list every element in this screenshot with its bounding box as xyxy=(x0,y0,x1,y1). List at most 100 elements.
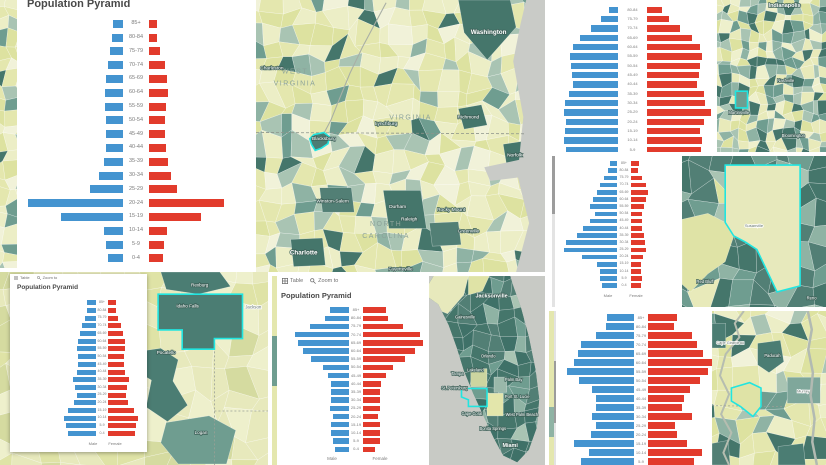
female-bar[interactable] xyxy=(631,233,644,238)
female-bar[interactable] xyxy=(363,315,388,322)
male-bar[interactable] xyxy=(578,350,634,357)
table-button[interactable]: Table xyxy=(282,278,303,284)
male-bar[interactable] xyxy=(75,384,96,390)
female-bar[interactable] xyxy=(108,323,121,329)
female-bar[interactable] xyxy=(108,377,129,383)
male-bar[interactable] xyxy=(104,226,123,235)
female-bar[interactable] xyxy=(149,226,167,235)
county-region[interactable] xyxy=(470,368,488,387)
male-bar[interactable] xyxy=(591,431,634,438)
female-bar[interactable] xyxy=(149,47,160,56)
county-region[interactable] xyxy=(757,340,785,373)
male-bar[interactable] xyxy=(106,75,123,84)
scrollbar-thumb[interactable] xyxy=(554,361,556,423)
male-bar[interactable] xyxy=(90,185,123,194)
male-bar[interactable] xyxy=(564,247,617,253)
male-bar[interactable] xyxy=(77,369,96,375)
female-bar[interactable] xyxy=(631,182,646,188)
male-bar[interactable] xyxy=(581,458,634,465)
county-region[interactable] xyxy=(493,376,507,393)
female-bar[interactable] xyxy=(631,225,642,231)
male-bar[interactable] xyxy=(592,386,634,393)
male-bar[interactable] xyxy=(330,307,349,313)
female-bar[interactable] xyxy=(647,15,669,23)
male-bar[interactable] xyxy=(80,331,96,337)
male-bar[interactable] xyxy=(566,146,618,152)
male-bar[interactable] xyxy=(569,90,618,97)
male-bar[interactable] xyxy=(567,368,634,375)
female-bar[interactable] xyxy=(631,240,645,245)
female-bar[interactable] xyxy=(108,300,116,306)
female-bar[interactable] xyxy=(363,421,380,428)
county-region[interactable] xyxy=(160,272,231,295)
male-bar[interactable] xyxy=(608,168,617,174)
female-bar[interactable] xyxy=(108,407,134,413)
male-bar[interactable] xyxy=(570,53,618,60)
female-bar[interactable] xyxy=(363,348,415,354)
male-bar[interactable] xyxy=(61,213,123,222)
female-bar[interactable] xyxy=(647,71,699,79)
female-bar[interactable] xyxy=(363,307,386,313)
female-bar[interactable] xyxy=(363,356,405,362)
county-region[interactable] xyxy=(429,276,469,315)
male-bar[interactable] xyxy=(610,161,617,166)
female-bar[interactable] xyxy=(108,308,116,314)
female-bar[interactable] xyxy=(149,61,165,70)
male-bar[interactable] xyxy=(582,254,617,260)
scrollbar[interactable] xyxy=(552,156,555,307)
female-bar[interactable] xyxy=(647,43,700,51)
female-bar[interactable] xyxy=(648,422,675,429)
male-bar[interactable] xyxy=(574,440,634,447)
male-bar[interactable] xyxy=(82,323,96,329)
male-bar[interactable] xyxy=(591,25,618,32)
male-bar[interactable] xyxy=(108,254,123,263)
female-bar[interactable] xyxy=(108,354,124,360)
female-bar[interactable] xyxy=(108,346,125,352)
male-bar[interactable] xyxy=(564,109,618,116)
male-bar[interactable] xyxy=(590,218,617,224)
female-bar[interactable] xyxy=(108,369,125,375)
female-bar[interactable] xyxy=(108,384,127,390)
female-bar[interactable] xyxy=(363,438,380,444)
male-bar[interactable] xyxy=(592,413,634,420)
male-bar[interactable] xyxy=(73,377,96,383)
choropleth-map-lassen[interactable]: Susanville Red Bluff Reno xyxy=(682,156,826,307)
county-region[interactable] xyxy=(458,0,517,61)
male-bar[interactable] xyxy=(303,348,349,354)
female-bar[interactable] xyxy=(149,171,171,180)
male-bar[interactable] xyxy=(68,407,96,413)
female-bar[interactable] xyxy=(631,247,646,253)
female-bar[interactable] xyxy=(108,315,118,321)
female-bar[interactable] xyxy=(363,446,375,453)
male-bar[interactable] xyxy=(596,332,634,339)
male-bar[interactable] xyxy=(335,446,349,453)
county-region[interactable] xyxy=(160,415,237,465)
female-bar[interactable] xyxy=(631,190,648,195)
female-bar[interactable] xyxy=(648,431,677,438)
female-bar[interactable] xyxy=(631,161,639,166)
male-bar[interactable] xyxy=(99,171,123,180)
male-bar[interactable] xyxy=(574,359,634,366)
male-bar[interactable] xyxy=(331,421,349,428)
county-region[interactable] xyxy=(382,190,427,229)
female-bar[interactable] xyxy=(108,361,124,367)
female-bar[interactable] xyxy=(149,240,164,249)
county-region[interactable] xyxy=(777,443,806,465)
female-bar[interactable] xyxy=(631,254,643,260)
table-button[interactable]: Table xyxy=(14,275,30,280)
male-bar[interactable] xyxy=(596,404,634,411)
male-bar[interactable] xyxy=(106,144,123,153)
male-bar[interactable] xyxy=(295,331,349,338)
female-bar[interactable] xyxy=(647,137,702,144)
female-bar[interactable] xyxy=(647,99,705,107)
female-bar[interactable] xyxy=(363,331,420,338)
male-bar[interactable] xyxy=(87,308,96,314)
female-bar[interactable] xyxy=(647,6,662,13)
male-bar[interactable] xyxy=(110,47,123,56)
county-region[interactable] xyxy=(457,104,488,130)
female-bar[interactable] xyxy=(149,185,177,194)
zoom-to-button[interactable]: Zoom to xyxy=(36,275,57,280)
male-bar[interactable] xyxy=(331,381,349,387)
male-bar[interactable] xyxy=(331,430,349,436)
female-bar[interactable] xyxy=(648,368,708,375)
